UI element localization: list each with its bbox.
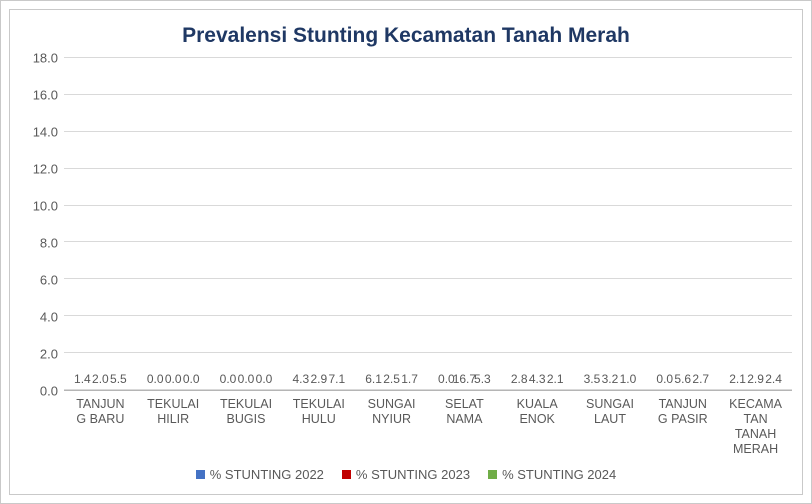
bar-value-label: 5.3 bbox=[474, 372, 491, 386]
category-label: SUNGAINYIUR bbox=[355, 391, 428, 461]
chart-title: Prevalensi Stunting Kecamatan Tanah Mera… bbox=[10, 10, 802, 58]
y-axis-tick: 14.0 bbox=[33, 125, 58, 140]
bar-value-label: 3.2 bbox=[602, 372, 619, 386]
grid-line bbox=[64, 168, 792, 169]
grid-line bbox=[64, 205, 792, 206]
grid-line bbox=[64, 131, 792, 132]
bar-value-label: 7.1 bbox=[328, 372, 345, 386]
category-label: SELATNAMA bbox=[428, 391, 501, 461]
bar-value-label: 2.8 bbox=[511, 372, 528, 386]
category-label: KECAMATANTANAHMERAH bbox=[719, 391, 792, 461]
bar-value-label: 0.0 bbox=[238, 372, 255, 386]
bar-value-label: 2.9 bbox=[747, 372, 764, 386]
bar-value-label: 0.0 bbox=[220, 372, 237, 386]
legend-item: % STUNTING 2024 bbox=[488, 467, 616, 482]
bar-value-label: 0.0 bbox=[256, 372, 273, 386]
y-axis-tick: 8.0 bbox=[40, 236, 58, 251]
grid-line bbox=[64, 241, 792, 242]
plot-area: 1.42.05.50.00.00.00.00.00.04.32.97.16.12… bbox=[64, 58, 792, 391]
bar-value-label: 2.1 bbox=[547, 372, 564, 386]
category-label: TANJUNG PASIR bbox=[646, 391, 719, 461]
grid-line bbox=[64, 57, 792, 58]
legend-item: % STUNTING 2023 bbox=[342, 467, 470, 482]
category-labels-row: TANJUNG BARUTEKULAIHILIRTEKULAIBUGISTEKU… bbox=[10, 391, 802, 461]
bar-value-label: 0.0 bbox=[147, 372, 164, 386]
grid-line bbox=[64, 389, 792, 390]
y-axis-tick: 2.0 bbox=[40, 347, 58, 362]
bar-value-label: 5.5 bbox=[110, 372, 127, 386]
bar-value-label: 6.1 bbox=[365, 372, 382, 386]
y-axis-tick: 16.0 bbox=[33, 88, 58, 103]
bar-value-label: 2.0 bbox=[92, 372, 109, 386]
legend-item: % STUNTING 2022 bbox=[196, 467, 324, 482]
bar-value-label: 2.5 bbox=[383, 372, 400, 386]
grid-line bbox=[64, 352, 792, 353]
legend-label: % STUNTING 2023 bbox=[356, 467, 470, 482]
bar-value-label: 2.7 bbox=[692, 372, 709, 386]
bar-value-label: 1.0 bbox=[620, 372, 637, 386]
legend-swatch bbox=[488, 470, 497, 479]
bar-value-label: 5.6 bbox=[674, 372, 691, 386]
legend-swatch bbox=[342, 470, 351, 479]
bar-value-label: 2.4 bbox=[765, 372, 782, 386]
y-axis-tick: 10.0 bbox=[33, 199, 58, 214]
category-label: KUALAENOK bbox=[501, 391, 574, 461]
y-axis-tick: 4.0 bbox=[40, 310, 58, 325]
category-label: TEKULAIBUGIS bbox=[210, 391, 283, 461]
grid-line bbox=[64, 278, 792, 279]
bar-value-label: 0.0 bbox=[183, 372, 200, 386]
legend-label: % STUNTING 2022 bbox=[210, 467, 324, 482]
y-axis: 0.02.04.06.08.010.012.014.016.018.0 bbox=[14, 58, 64, 391]
category-label: TEKULAIHULU bbox=[282, 391, 355, 461]
bar-groups-container: 1.42.05.50.00.00.00.00.00.04.32.97.16.12… bbox=[64, 58, 792, 390]
bar-value-label: 0.0 bbox=[656, 372, 673, 386]
y-axis-tick: 6.0 bbox=[40, 273, 58, 288]
category-label: TEKULAIHILIR bbox=[137, 391, 210, 461]
bar-value-label: 2.9 bbox=[310, 372, 327, 386]
bar-value-label: 3.5 bbox=[584, 372, 601, 386]
bar-value-label: 4.3 bbox=[529, 372, 546, 386]
legend-label: % STUNTING 2024 bbox=[502, 467, 616, 482]
plot-area-wrap: 0.02.04.06.08.010.012.014.016.018.0 1.42… bbox=[10, 58, 802, 391]
category-label: SUNGAILAUT bbox=[574, 391, 647, 461]
grid-line bbox=[64, 94, 792, 95]
bar-value-label: 16.7 bbox=[453, 372, 476, 386]
category-label: TANJUNG BARU bbox=[64, 391, 137, 461]
legend-swatch bbox=[196, 470, 205, 479]
bar-value-label: 0.0 bbox=[165, 372, 182, 386]
bar-value-label: 2.1 bbox=[729, 372, 746, 386]
chart-inner-frame: Prevalensi Stunting Kecamatan Tanah Mera… bbox=[9, 9, 803, 495]
chart-outer-frame: Prevalensi Stunting Kecamatan Tanah Mera… bbox=[0, 0, 812, 504]
y-axis-tick: 0.0 bbox=[40, 384, 58, 399]
y-axis-tick: 12.0 bbox=[33, 162, 58, 177]
bar-value-label: 1.7 bbox=[401, 372, 418, 386]
legend: % STUNTING 2022 % STUNTING 2023 % STUNTING… bbox=[10, 461, 802, 494]
grid-line bbox=[64, 315, 792, 316]
bar-value-label: 1.4 bbox=[74, 372, 91, 386]
y-axis-tick: 18.0 bbox=[33, 51, 58, 66]
bar-value-label: 4.3 bbox=[292, 372, 309, 386]
